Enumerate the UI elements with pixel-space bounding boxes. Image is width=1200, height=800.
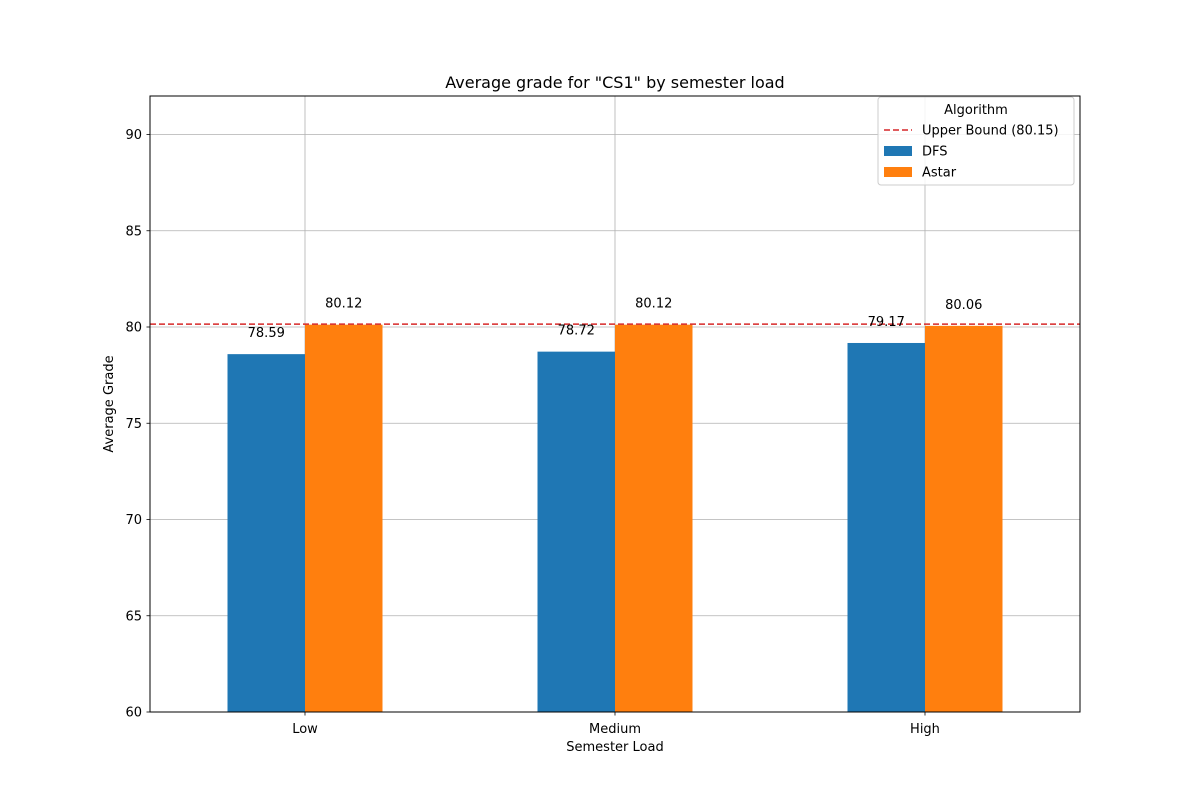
x-tick-label: Medium — [589, 722, 641, 737]
data-label-dfs: 78.59 — [248, 326, 285, 341]
data-labels: 78.59 78.72 79.17 80.12 80.12 80.06 — [248, 297, 983, 341]
bar-astar — [925, 325, 1003, 712]
y-tick-label: 80 — [125, 321, 142, 336]
bar-dfs — [537, 351, 615, 712]
legend-title: Algorithm — [944, 103, 1008, 118]
legend-dfs-swatch — [884, 146, 912, 156]
legend-upper-bound-label: Upper Bound (80.15) — [922, 124, 1059, 139]
legend-astar-label: Astar — [922, 166, 957, 181]
y-tick-label: 65 — [125, 609, 142, 624]
bars — [227, 324, 1003, 712]
y-tick-label: 75 — [125, 417, 142, 432]
data-label-dfs: 79.17 — [868, 315, 905, 330]
legend: Algorithm Upper Bound (80.15) DFS Astar — [877, 96, 1075, 186]
bar-astar — [615, 324, 693, 712]
data-label-astar: 80.12 — [635, 297, 672, 312]
x-tick-label: High — [910, 722, 940, 737]
x-axis-label: Semester Load — [566, 740, 663, 755]
data-label-astar: 80.12 — [325, 297, 362, 312]
data-label-dfs: 78.72 — [558, 324, 595, 339]
y-axis-label: Average Grade — [102, 355, 117, 452]
legend-dfs-label: DFS — [922, 145, 948, 160]
chart-title: Average grade for "CS1" by semester load — [445, 73, 784, 92]
legend-box — [877, 96, 1075, 186]
y-tick-label: 85 — [125, 224, 142, 239]
data-label-astar: 80.06 — [945, 298, 982, 313]
axis-ticks: 60 65 70 75 80 85 90 Low Medium High — [125, 128, 939, 737]
bar-dfs — [227, 354, 305, 712]
bar-astar — [305, 324, 383, 712]
y-tick-label: 70 — [125, 513, 142, 528]
bar-dfs — [847, 342, 925, 712]
y-tick-label: 90 — [125, 128, 142, 143]
y-tick-label: 60 — [125, 706, 142, 721]
x-tick-label: Low — [292, 722, 318, 737]
legend-astar-swatch — [884, 167, 912, 177]
